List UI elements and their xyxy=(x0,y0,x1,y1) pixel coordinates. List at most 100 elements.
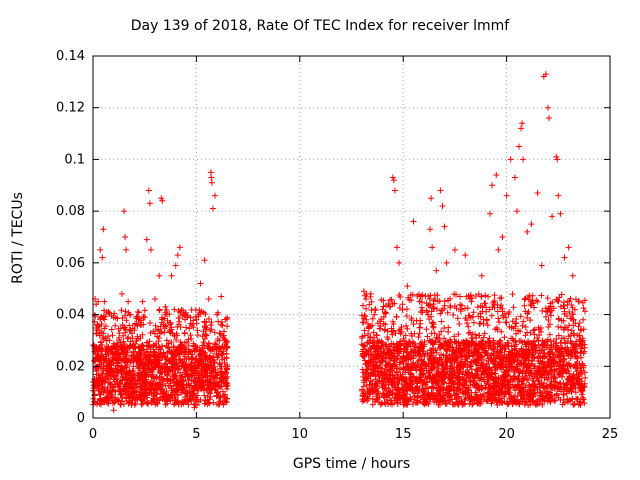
data-point xyxy=(478,272,485,279)
data-point xyxy=(186,325,193,332)
data-point xyxy=(404,325,411,332)
data-point xyxy=(125,398,132,405)
data-point xyxy=(101,386,108,393)
data-point xyxy=(191,342,198,349)
data-point xyxy=(203,332,210,339)
data-point xyxy=(93,330,100,337)
data-point xyxy=(362,313,369,320)
data-point xyxy=(214,390,221,397)
data-point xyxy=(223,316,230,323)
data-point xyxy=(207,377,214,384)
data-point xyxy=(171,306,178,313)
data-point xyxy=(202,397,209,404)
data-point xyxy=(503,319,510,326)
data-point xyxy=(215,383,222,390)
data-point xyxy=(404,283,411,290)
data-point xyxy=(95,387,102,394)
y-tick-label: 0.04 xyxy=(56,308,85,323)
data-point xyxy=(99,254,106,261)
data-point xyxy=(501,334,508,341)
data-point xyxy=(140,313,147,320)
data-point xyxy=(391,187,398,194)
data-point xyxy=(154,352,161,359)
data-point xyxy=(372,305,379,312)
data-point xyxy=(410,218,417,225)
data-point xyxy=(146,338,153,345)
data-point xyxy=(121,341,128,348)
data-point xyxy=(368,307,375,314)
data-point xyxy=(175,391,182,398)
data-point xyxy=(175,351,182,358)
data-point xyxy=(496,319,503,326)
data-point xyxy=(534,190,541,197)
data-point xyxy=(522,295,529,302)
data-point xyxy=(123,317,130,324)
data-point xyxy=(416,324,423,331)
data-point xyxy=(223,395,230,402)
data-point xyxy=(104,391,111,398)
data-point xyxy=(561,254,568,261)
data-point xyxy=(580,316,587,323)
data-point xyxy=(393,313,400,320)
data-point xyxy=(152,322,159,329)
data-point xyxy=(164,311,171,318)
data-point xyxy=(156,357,163,364)
data-point xyxy=(520,318,527,325)
data-point xyxy=(482,292,489,299)
data-point xyxy=(125,334,132,341)
data-point xyxy=(109,332,116,339)
data-point xyxy=(219,343,226,350)
y-tick-label: 0.12 xyxy=(56,101,85,116)
data-point xyxy=(188,354,195,361)
data-point xyxy=(464,305,471,312)
data-point xyxy=(115,336,122,343)
data-point xyxy=(216,360,223,367)
data-point xyxy=(403,322,410,329)
data-point xyxy=(195,387,202,394)
y-tick-label: 0.02 xyxy=(56,359,85,374)
data-point xyxy=(200,309,207,316)
data-point xyxy=(103,337,110,344)
data-point xyxy=(156,272,163,279)
data-point xyxy=(223,355,230,362)
data-point xyxy=(110,360,117,367)
data-point xyxy=(143,372,150,379)
data-point xyxy=(98,320,105,327)
data-point xyxy=(208,386,215,393)
data-point xyxy=(216,337,223,344)
data-point xyxy=(177,356,184,363)
data-point xyxy=(168,272,175,279)
data-point xyxy=(423,326,430,333)
data-point xyxy=(203,331,210,338)
data-point xyxy=(100,226,107,233)
data-point xyxy=(363,305,370,312)
data-point xyxy=(137,335,144,342)
data-point xyxy=(137,321,144,328)
data-point xyxy=(188,348,195,355)
data-point xyxy=(516,143,523,150)
x-tick-label: 10 xyxy=(292,427,309,442)
y-tick-label: 0.06 xyxy=(56,256,85,271)
data-point xyxy=(206,362,213,369)
data-point xyxy=(168,391,175,398)
data-point xyxy=(173,337,180,344)
data-point xyxy=(117,325,124,332)
data-point xyxy=(216,401,223,408)
data-point xyxy=(177,372,184,379)
data-point xyxy=(582,374,589,381)
data-point xyxy=(489,182,496,189)
data-point xyxy=(108,326,115,333)
data-point xyxy=(159,316,166,323)
data-point xyxy=(129,369,136,376)
data-point xyxy=(495,246,502,253)
data-point xyxy=(417,320,424,327)
data-point xyxy=(433,267,440,274)
data-point xyxy=(510,304,517,311)
data-point xyxy=(114,340,121,347)
data-point xyxy=(162,323,169,330)
data-point xyxy=(218,293,225,300)
data-point xyxy=(456,320,463,327)
data-point xyxy=(164,397,171,404)
data-point xyxy=(185,381,192,388)
data-point xyxy=(109,346,116,353)
